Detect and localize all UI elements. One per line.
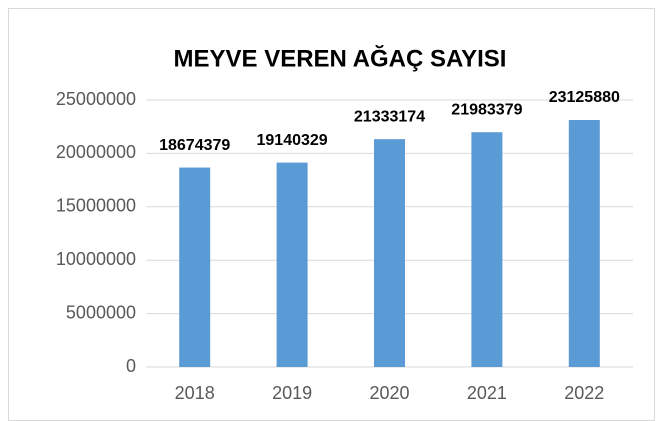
chart-title: MEYVE VEREN AĞAÇ SAYISI bbox=[174, 44, 507, 72]
x-tick-label: 2020 bbox=[369, 383, 409, 403]
bar bbox=[276, 162, 308, 367]
bar bbox=[179, 167, 211, 367]
y-tick-label: 10000000 bbox=[56, 249, 136, 269]
x-tick-label: 2018 bbox=[175, 383, 215, 403]
x-tick-label: 2019 bbox=[272, 383, 312, 403]
bar bbox=[374, 139, 405, 367]
bar bbox=[471, 132, 503, 367]
data-label: 19140329 bbox=[257, 132, 328, 149]
y-tick-label: 25000000 bbox=[56, 89, 136, 109]
data-label: 21333174 bbox=[354, 108, 425, 125]
data-label: 21983379 bbox=[451, 101, 522, 118]
x-tick-label: 2021 bbox=[467, 383, 507, 403]
data-label: 23125880 bbox=[549, 89, 620, 106]
x-tick-label: 2022 bbox=[564, 383, 604, 403]
bar bbox=[568, 120, 600, 368]
data-label: 18674379 bbox=[159, 137, 230, 154]
y-tick-label: 5000000 bbox=[66, 302, 136, 322]
y-tick-label: 20000000 bbox=[56, 142, 136, 162]
y-tick-label: 15000000 bbox=[56, 196, 136, 216]
y-tick-label: 0 bbox=[126, 356, 136, 376]
chart-frame bbox=[8, 8, 655, 421]
